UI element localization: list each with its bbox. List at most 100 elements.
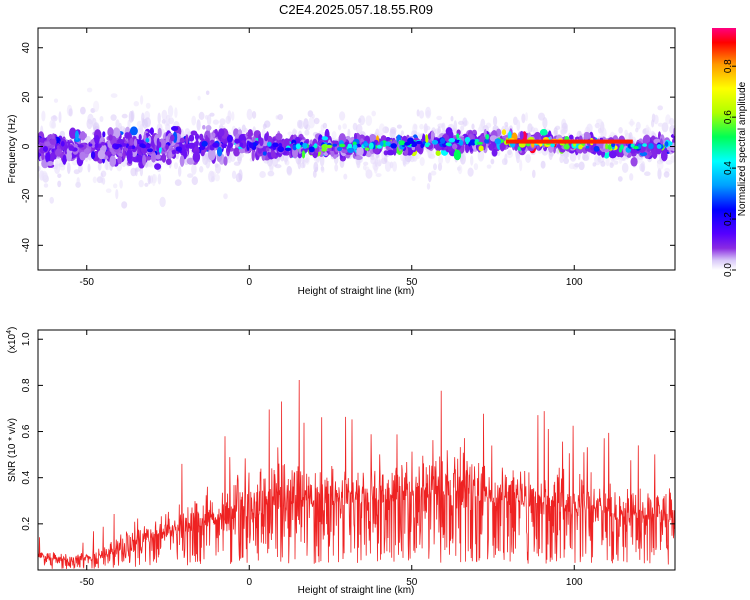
spectrogram-cell xyxy=(157,173,162,185)
spectrogram-cell xyxy=(653,114,659,125)
spectrogram-cell xyxy=(238,148,246,154)
spectrogram-cell xyxy=(246,108,253,121)
spectrogram-cell xyxy=(416,109,420,117)
spectrogram-cell xyxy=(174,179,182,187)
spectrogram-cell xyxy=(247,129,253,137)
spectrogram-cell xyxy=(209,145,214,150)
spectrogram-cell xyxy=(129,138,134,147)
spectrogram-cell xyxy=(233,147,240,157)
spectrogram-cell xyxy=(53,98,59,103)
spectrogram-cell xyxy=(464,136,471,143)
spectrogram-cell xyxy=(608,150,617,159)
spectrogram-cell xyxy=(618,127,623,134)
spectrogram-cell xyxy=(452,143,458,150)
spectrogram-cell xyxy=(102,177,106,185)
spectrogram-cell xyxy=(49,196,54,204)
spectrogram-cell xyxy=(198,111,205,120)
spectrogram-cell xyxy=(40,137,44,143)
spectrogram-cell xyxy=(80,106,86,115)
spectrogram-cell xyxy=(141,144,146,149)
spectrogram-cell xyxy=(102,131,106,138)
spectrogram-cell xyxy=(135,154,144,163)
spectrogram-cell xyxy=(217,146,223,157)
spectrogram-cell xyxy=(568,163,576,170)
spectrogram-cell xyxy=(112,127,121,139)
snr-frame xyxy=(37,329,676,571)
spectrogram-cell xyxy=(170,134,175,142)
spectrogram-cell xyxy=(186,157,195,165)
spectrogram-cell xyxy=(435,150,441,156)
spectrogram-cell xyxy=(277,146,285,153)
x-tick-label: 0 xyxy=(246,577,252,588)
spectrogram-cell xyxy=(477,149,485,162)
spectrogram-cell xyxy=(171,126,179,131)
spectrogram-cell xyxy=(320,167,325,173)
spectrogram-cell xyxy=(165,144,169,151)
spectrogram-cell xyxy=(124,132,130,139)
spectrogram-cell xyxy=(115,189,119,200)
spectrogram-cell xyxy=(62,154,67,165)
spectrogram-cell xyxy=(236,156,242,162)
spectrogram-cell xyxy=(481,120,485,125)
spectrogram-cell xyxy=(478,145,484,152)
spectrogram-cell xyxy=(504,153,508,165)
spectrogram-cell xyxy=(424,125,431,131)
spectrogram-cell xyxy=(645,124,649,131)
spectrogram-cell xyxy=(569,152,577,162)
spectrogram-cell xyxy=(308,146,315,153)
spectrogram-cell xyxy=(173,162,179,170)
spectrogram-cell xyxy=(292,129,298,135)
spectrogram-cell xyxy=(430,130,435,142)
y-tick-label: 0.2 xyxy=(21,516,32,530)
spectrogram-cell xyxy=(378,123,385,136)
spectrogram-cell xyxy=(538,112,545,121)
spectrogram-cell xyxy=(115,143,123,148)
spectrogram-cell xyxy=(100,170,107,178)
spectrogram-cell xyxy=(277,114,284,121)
spectrogram-cell xyxy=(313,117,320,125)
spectrogram-cell xyxy=(364,147,370,151)
spectrogram-cell xyxy=(91,151,96,160)
spectrogram-cell xyxy=(457,164,463,175)
spectrogram-cell xyxy=(133,101,139,107)
spectrogram-cell xyxy=(308,116,315,129)
spectrogram-cell xyxy=(259,137,264,147)
spectrogram-cell xyxy=(248,142,254,149)
spectrogram-cell xyxy=(389,133,394,138)
spectrogram-cell xyxy=(488,143,494,151)
spectrogram-cell xyxy=(86,87,93,93)
spectrogram-cell xyxy=(569,134,574,140)
spectrogram-cell xyxy=(594,122,601,129)
spectrogram-cell xyxy=(304,129,310,136)
spectrogram-cell xyxy=(226,134,233,143)
spectrogram-cell xyxy=(87,163,91,173)
spectrogram-cell xyxy=(666,146,674,151)
spectrogram-cell xyxy=(60,141,65,147)
snr-x-axis-label: Height of straight line (km) xyxy=(298,585,415,596)
spectrogram-cell xyxy=(389,127,397,135)
spectrogram-cell xyxy=(196,119,201,131)
snr-series-line xyxy=(38,379,675,570)
spectrogram-cell xyxy=(527,123,533,133)
spectrogram-cell xyxy=(161,153,167,163)
spectrogram-cell xyxy=(234,138,240,144)
spectrogram-cell xyxy=(145,156,152,161)
spectrogram-cell xyxy=(319,154,325,167)
spectrogram-cell xyxy=(343,173,348,180)
spectrogram-cell xyxy=(187,173,194,178)
snr-y-multiplier-exp: 4 xyxy=(6,330,13,334)
spectrogram-cell xyxy=(501,129,507,136)
spectrogram-cell xyxy=(540,160,546,169)
spectrogram-cell xyxy=(231,111,235,121)
spectrogram-cell xyxy=(663,171,670,178)
spectrogram-cell xyxy=(620,144,624,150)
spectrogram-cell xyxy=(460,125,465,131)
spectrogram-cell xyxy=(448,138,456,143)
spectrogram-cell xyxy=(208,148,216,161)
spectrogram-cell xyxy=(97,149,106,160)
spectrogram-cell xyxy=(456,133,460,139)
spectrogram-cell xyxy=(161,109,168,121)
spectrogram-cell xyxy=(154,163,162,170)
spectrogram-cell xyxy=(190,130,198,136)
spectrogram-cell xyxy=(563,157,569,164)
